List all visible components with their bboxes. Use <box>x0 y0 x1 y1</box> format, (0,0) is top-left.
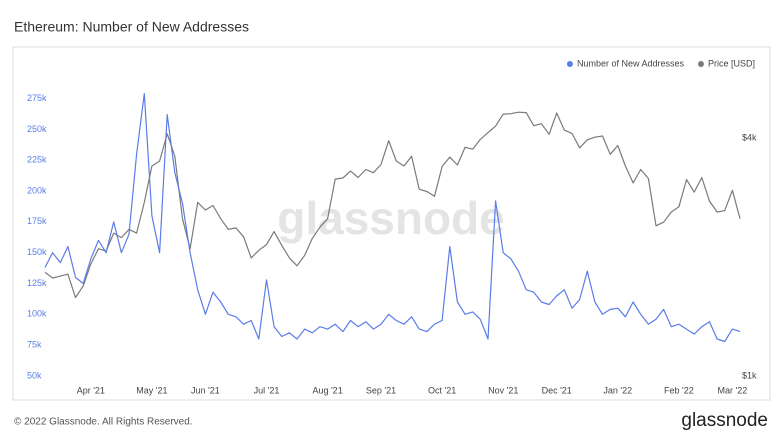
y-tick-label: 250k <box>27 124 47 134</box>
chart-frame <box>12 46 771 401</box>
line-0 <box>44 93 741 343</box>
x-tick-label: Mar '22 <box>717 385 747 395</box>
legend-label: Number of New Addresses <box>577 58 685 68</box>
y-tick-label: 50k <box>27 370 42 380</box>
legend-swatch <box>566 61 573 67</box>
y-tick-label: 200k <box>27 185 47 195</box>
logo: glassnode <box>681 410 768 431</box>
x-tick-label: Sep '21 <box>366 385 396 395</box>
x-tick-label: Aug '21 <box>312 385 342 395</box>
x-tick-label: Nov '21 <box>488 385 518 395</box>
y-tick-label: 175k <box>27 216 47 226</box>
y-tick-label: 75k <box>27 340 42 350</box>
x-tick-label: Feb '22 <box>664 385 694 395</box>
y2-tick-label: $4k <box>742 132 757 142</box>
x-tick-label: Jan '22 <box>603 385 632 395</box>
x-tick-label: Dec '21 <box>542 385 572 395</box>
x-tick-label: Oct '21 <box>428 385 456 395</box>
legend-label: Price [USD] <box>708 58 755 68</box>
line-1 <box>44 111 741 299</box>
x-tick-label: Jul '21 <box>254 385 280 395</box>
y2-tick-label: $1k <box>742 370 757 380</box>
x-tick-label: Apr '21 <box>77 385 105 395</box>
x-tick-label: May '21 <box>136 385 167 395</box>
watermark: glassnode <box>277 192 505 244</box>
y-tick-label: 125k <box>27 278 47 288</box>
x-tick-label: Jun '21 <box>191 385 220 395</box>
legend-swatch <box>697 61 704 67</box>
y-tick-label: 150k <box>27 247 47 257</box>
y-tick-label: 275k <box>27 93 47 103</box>
y-tick-label: 100k <box>27 309 47 319</box>
chart-title: Ethereum: Number of New Addresses <box>14 19 249 35</box>
footer: © 2022 Glassnode. All Rights Reserved. <box>14 417 193 428</box>
y-tick-label: 225k <box>27 155 47 165</box>
